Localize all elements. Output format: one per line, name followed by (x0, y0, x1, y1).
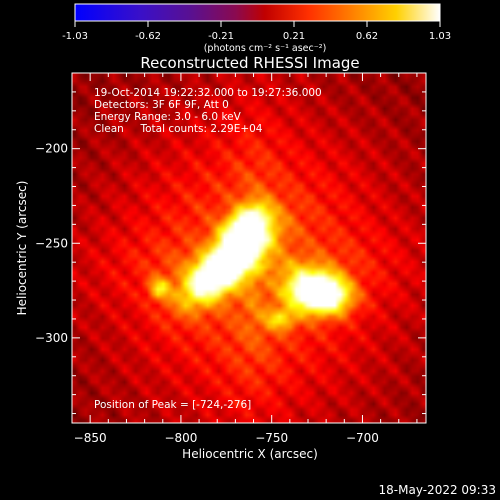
y-tick-labels: −200 −250 −300 (35, 142, 68, 345)
info-line-detectors: Detectors: 3F 6F 9F, Att 0 (94, 99, 229, 111)
info-line-clean: Clean Total counts: 2.29E+04 (94, 123, 263, 135)
y-tick-label: −300 (35, 331, 68, 345)
y-tick-label: −250 (35, 236, 68, 250)
x-tick-label: −750 (255, 431, 288, 445)
colorbar-tick-label: -0.62 (135, 31, 161, 42)
footer-timestamp: 18-May-2022 09:33 (379, 483, 496, 497)
colorbar-tick-label: -1.03 (62, 31, 88, 42)
peak-position-label: Position of Peak = [-724,-276] (94, 399, 251, 411)
info-block: 19-Oct-2014 19:22:32.000 to 19:27:36.000… (94, 87, 322, 135)
axis-ticks (72, 72, 426, 423)
x-axis-label: Heliocentric X (arcsec) (182, 447, 318, 461)
x-tick-label: −800 (164, 431, 197, 445)
colorbar-ticks (74, 21, 441, 27)
y-axis-label: Heliocentric Y (arcsec) (15, 181, 29, 316)
heatmap-image (72, 73, 426, 423)
colorbar-tick-label: 1.03 (429, 31, 451, 42)
chart-title: Reconstructed RHESSI Image (140, 54, 359, 72)
colorbar: -1.03 -0.62 -0.21 0.21 0.62 1.03 (photon… (62, 3, 451, 54)
colorbar-tick-label: -0.21 (208, 31, 234, 42)
colorbar-tick-label: 0.62 (356, 31, 378, 42)
info-line-time: 19-Oct-2014 19:22:32.000 to 19:27:36.000 (94, 87, 322, 99)
plot-frame (71, 72, 427, 424)
y-tick-label: −200 (35, 142, 68, 156)
plot-area (71, 72, 427, 424)
x-tick-labels: −850 −800 −750 −700 (74, 431, 379, 445)
colorbar-unit-label: (photons cm⁻² s⁻¹ asec⁻²) (204, 43, 327, 54)
colorbar-gradient (74, 3, 441, 22)
colorbar-tick-label: 0.21 (283, 31, 305, 42)
info-line-energy: Energy Range: 3.0 - 6.0 keV (94, 111, 242, 123)
x-tick-label: −850 (74, 431, 107, 445)
x-tick-label: −700 (346, 431, 379, 445)
